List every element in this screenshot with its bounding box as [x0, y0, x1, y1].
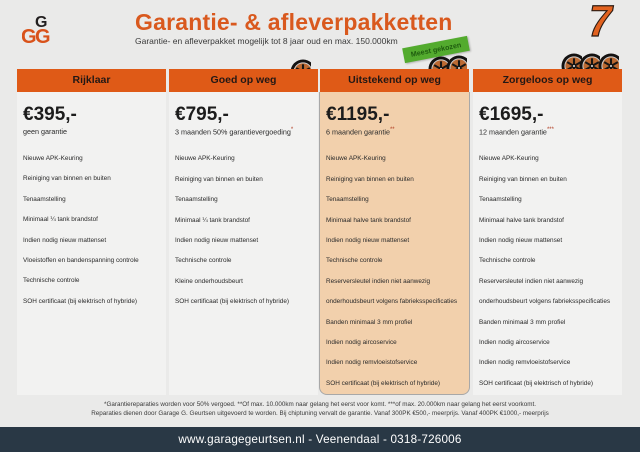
svg-text:7: 7	[590, 0, 617, 44]
svg-text:G: G	[35, 26, 51, 46]
